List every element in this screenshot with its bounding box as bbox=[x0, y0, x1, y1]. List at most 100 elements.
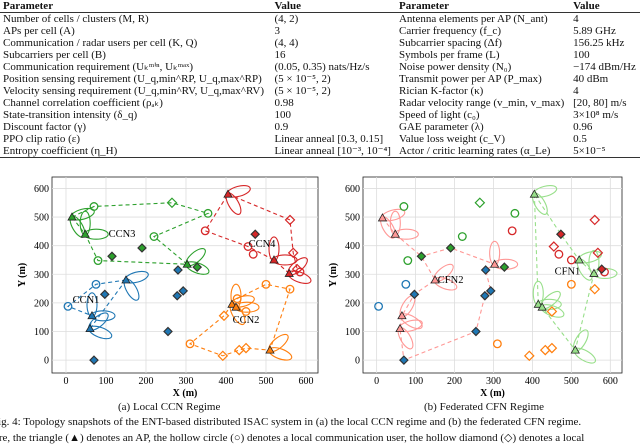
comm-user bbox=[566, 255, 576, 265]
comm-user bbox=[243, 242, 253, 251]
radar-user bbox=[592, 247, 604, 259]
table-value-right: 40 dBm bbox=[573, 73, 609, 85]
ap-triangle bbox=[265, 345, 275, 354]
plot-frame bbox=[362, 176, 623, 374]
table-param-right: Transmit power per AP (P_max) bbox=[398, 73, 542, 85]
table-value-left: 0.9 bbox=[274, 121, 289, 133]
radar-user bbox=[284, 214, 296, 226]
table-param-right: Actor / critic learning rates (α_Le) bbox=[395, 145, 571, 158]
header-param-right: Parameter bbox=[395, 0, 571, 13]
table-param-left: PPO clip ratio (ε) bbox=[3, 133, 81, 145]
cluster-link-cfn1 bbox=[533, 193, 595, 352]
radar-user-served bbox=[399, 355, 409, 365]
radar-user-served bbox=[556, 229, 566, 240]
comm-user bbox=[149, 232, 159, 241]
radar-user-other bbox=[192, 262, 203, 272]
table-row: PPO clip ratio (ε) Linear anneal [0.3, 0.… bbox=[0, 133, 640, 145]
x-tick-label: 300 bbox=[486, 376, 501, 387]
cluster-link-ccn2 bbox=[188, 283, 291, 357]
table-param-right: Symbols per frame (L) bbox=[398, 49, 500, 61]
radar-user bbox=[218, 310, 230, 322]
cluster-label: CCN4 bbox=[249, 239, 277, 250]
radar-user bbox=[523, 350, 535, 362]
radar-user-other bbox=[250, 229, 261, 240]
y-tick-label: 100 bbox=[34, 327, 49, 338]
comm-user bbox=[507, 226, 517, 236]
y-tick-label: 400 bbox=[345, 241, 360, 252]
comm-user bbox=[399, 202, 409, 211]
ap-triangle bbox=[80, 229, 90, 238]
header-value-left: Value bbox=[271, 0, 396, 13]
table-param-left: APs per cell (A) bbox=[3, 25, 75, 37]
comm-user bbox=[261, 279, 271, 289]
table-row: Subcarriers per cell (B) 16 Symbols per fr… bbox=[0, 49, 640, 61]
figure-caption-line1: Fig. 4: Topology snapshots of the ENT-ba… bbox=[0, 416, 582, 428]
comm-user bbox=[185, 339, 195, 349]
table-value-right: 100 bbox=[573, 49, 590, 61]
radar-user-other bbox=[137, 243, 147, 253]
ap-triangle bbox=[533, 299, 543, 308]
x-tick-label: 500 bbox=[564, 376, 579, 387]
radar-user bbox=[589, 214, 601, 226]
radar-user-served bbox=[409, 289, 420, 300]
cluster-label: CCN3 bbox=[109, 229, 136, 240]
x-tick-label: 0 bbox=[64, 376, 69, 387]
table-value-right: 0.96 bbox=[573, 121, 593, 133]
ap-triangle bbox=[121, 275, 131, 284]
table-value-left: (0.05, 0.35) nats/Hz/s bbox=[274, 61, 370, 73]
ap-triangle bbox=[397, 310, 407, 320]
radar-user-other bbox=[173, 265, 183, 275]
radar-user-other bbox=[178, 286, 189, 296]
ap-triangle bbox=[430, 275, 440, 284]
table-param-left: Subcarriers per cell (B) bbox=[3, 49, 106, 61]
comm-user bbox=[241, 307, 251, 316]
ap-triangle bbox=[574, 255, 584, 264]
comm-user bbox=[403, 256, 413, 266]
x-tick-label: 200 bbox=[447, 376, 462, 387]
table-param-right: Antenna elements per AP (N_ant) bbox=[398, 13, 548, 25]
table-value-left: (5 × 10⁻⁵, 2) bbox=[274, 85, 331, 97]
radar-user bbox=[217, 350, 229, 362]
x-axis-label: X (m) bbox=[173, 388, 198, 399]
radar-user-served bbox=[471, 326, 481, 337]
radar-user-other bbox=[89, 355, 99, 365]
plot-frame bbox=[51, 176, 319, 374]
table-value-right: 3×10⁸ m/s bbox=[573, 109, 619, 121]
ap-triangle bbox=[589, 268, 599, 277]
table-param-left: Velocity sensing requirement (U_q,min^RV… bbox=[3, 85, 265, 97]
table-param-left: Communication / radar users per cell (K,… bbox=[3, 37, 198, 49]
parameter-table: Parameter Value Parameter Value Number o… bbox=[0, 0, 640, 158]
ap-triangle bbox=[182, 259, 192, 268]
plot-a: 0 0 100 100 200 200 300 300 400 400 500 500 600 600 X … bbox=[17, 176, 319, 399]
comm-user bbox=[510, 208, 520, 218]
radar-user-served bbox=[499, 262, 510, 272]
table-value-left: 100 bbox=[274, 109, 291, 121]
comm-user bbox=[457, 232, 467, 241]
x-tick-label: 0 bbox=[374, 376, 379, 387]
radar-user bbox=[548, 241, 560, 252]
ap-triangle bbox=[269, 255, 279, 264]
radar-user bbox=[474, 197, 486, 209]
table-value-left: 0.98 bbox=[274, 97, 294, 109]
table-param-right: GAE parameter (λ) bbox=[398, 121, 484, 133]
y-tick-label: 400 bbox=[34, 241, 49, 252]
x-tick-label: 400 bbox=[525, 376, 540, 387]
y-axis-label: Y (m) bbox=[17, 263, 28, 287]
table-row: Discount factor (γ) 0.9 GAE parameter (λ) 0… bbox=[0, 121, 640, 133]
ap-triangle bbox=[227, 299, 237, 308]
y-tick-label: 0 bbox=[44, 356, 49, 367]
y-tick-label: 0 bbox=[355, 356, 360, 367]
comm-user bbox=[63, 301, 73, 311]
x-tick-label: 300 bbox=[179, 376, 194, 387]
table-row: Entropy coefficient (η_H) Linear anneal [… bbox=[0, 145, 640, 158]
comm-user bbox=[554, 249, 564, 259]
comm-user bbox=[200, 226, 210, 236]
table-row: APs per cell (A) 3 Carrier frequency (f_c)… bbox=[0, 25, 640, 37]
ap-triangle bbox=[284, 268, 294, 277]
plot-b: 0 0 100 100 200 200 300 300 400 400 500 500 600 600 X … bbox=[328, 176, 623, 399]
table-body: Number of cells / clusters (M, R) (4, 2) A… bbox=[0, 13, 640, 158]
y-tick-label: 500 bbox=[34, 213, 49, 224]
table-value-right: 4 bbox=[573, 85, 579, 97]
header-param-left: Parameter bbox=[0, 0, 272, 13]
table-row: Channel correlation coefficient (ρₐₖ) 0.9… bbox=[0, 97, 640, 109]
